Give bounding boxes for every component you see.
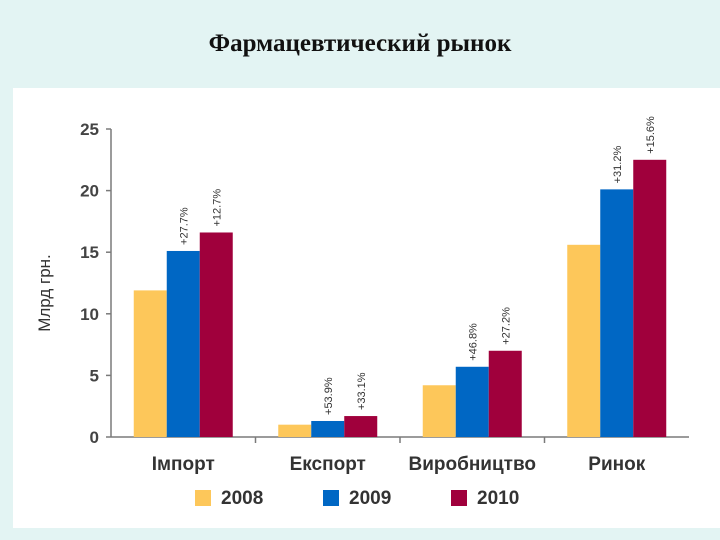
slide-title: Фармацевтический рынок [208,30,512,57]
data-label: +46.8% [467,323,479,361]
legend-swatch [451,490,467,506]
chart-panel: 0 5 10 15 20 25 Млрд грн. +27.7% +12.7% Імпорт +53… [13,88,720,528]
legend-swatch [195,490,211,506]
y-tick-label: 10 [80,305,99,324]
bar [455,366,489,437]
bar [311,420,345,437]
legend-swatch [323,490,339,506]
bar-chart: 0 5 10 15 20 25 Млрд грн. +27.7% +12.7% Імпорт +53… [35,116,689,509]
bar [633,159,667,438]
x-tick-label: Ринок [588,454,645,475]
bar [166,250,200,437]
bar [199,232,233,437]
y-tick-label: 0 [90,428,99,447]
legend-label: 2010 [477,488,519,509]
y-tick-label: 15 [80,243,99,262]
bar [344,416,378,437]
data-label: +31.2% [612,146,624,184]
bar [278,424,312,437]
bar [600,189,634,437]
x-tick-label: Експорт [290,454,366,475]
y-axis-title: Млрд грн. [35,254,54,332]
x-tick-label: Імпорт [152,454,215,475]
data-label: +27.2% [500,307,512,345]
legend-label: 2008 [221,488,263,509]
y-tick-label: 5 [90,366,99,385]
bar [567,244,601,437]
y-tick-label: 20 [80,182,99,201]
x-tick-label: Виробництво [408,454,536,475]
data-label: +12.7% [211,189,223,227]
bar [422,385,456,437]
legend-label: 2009 [349,488,391,509]
data-label: +27.7% [178,207,190,245]
bar [133,290,167,437]
bar [488,350,522,437]
y-tick-label: 25 [80,120,99,139]
data-label: +53.9% [323,377,335,415]
data-label: +15.6% [645,116,657,154]
data-label: +33.1% [356,372,368,410]
